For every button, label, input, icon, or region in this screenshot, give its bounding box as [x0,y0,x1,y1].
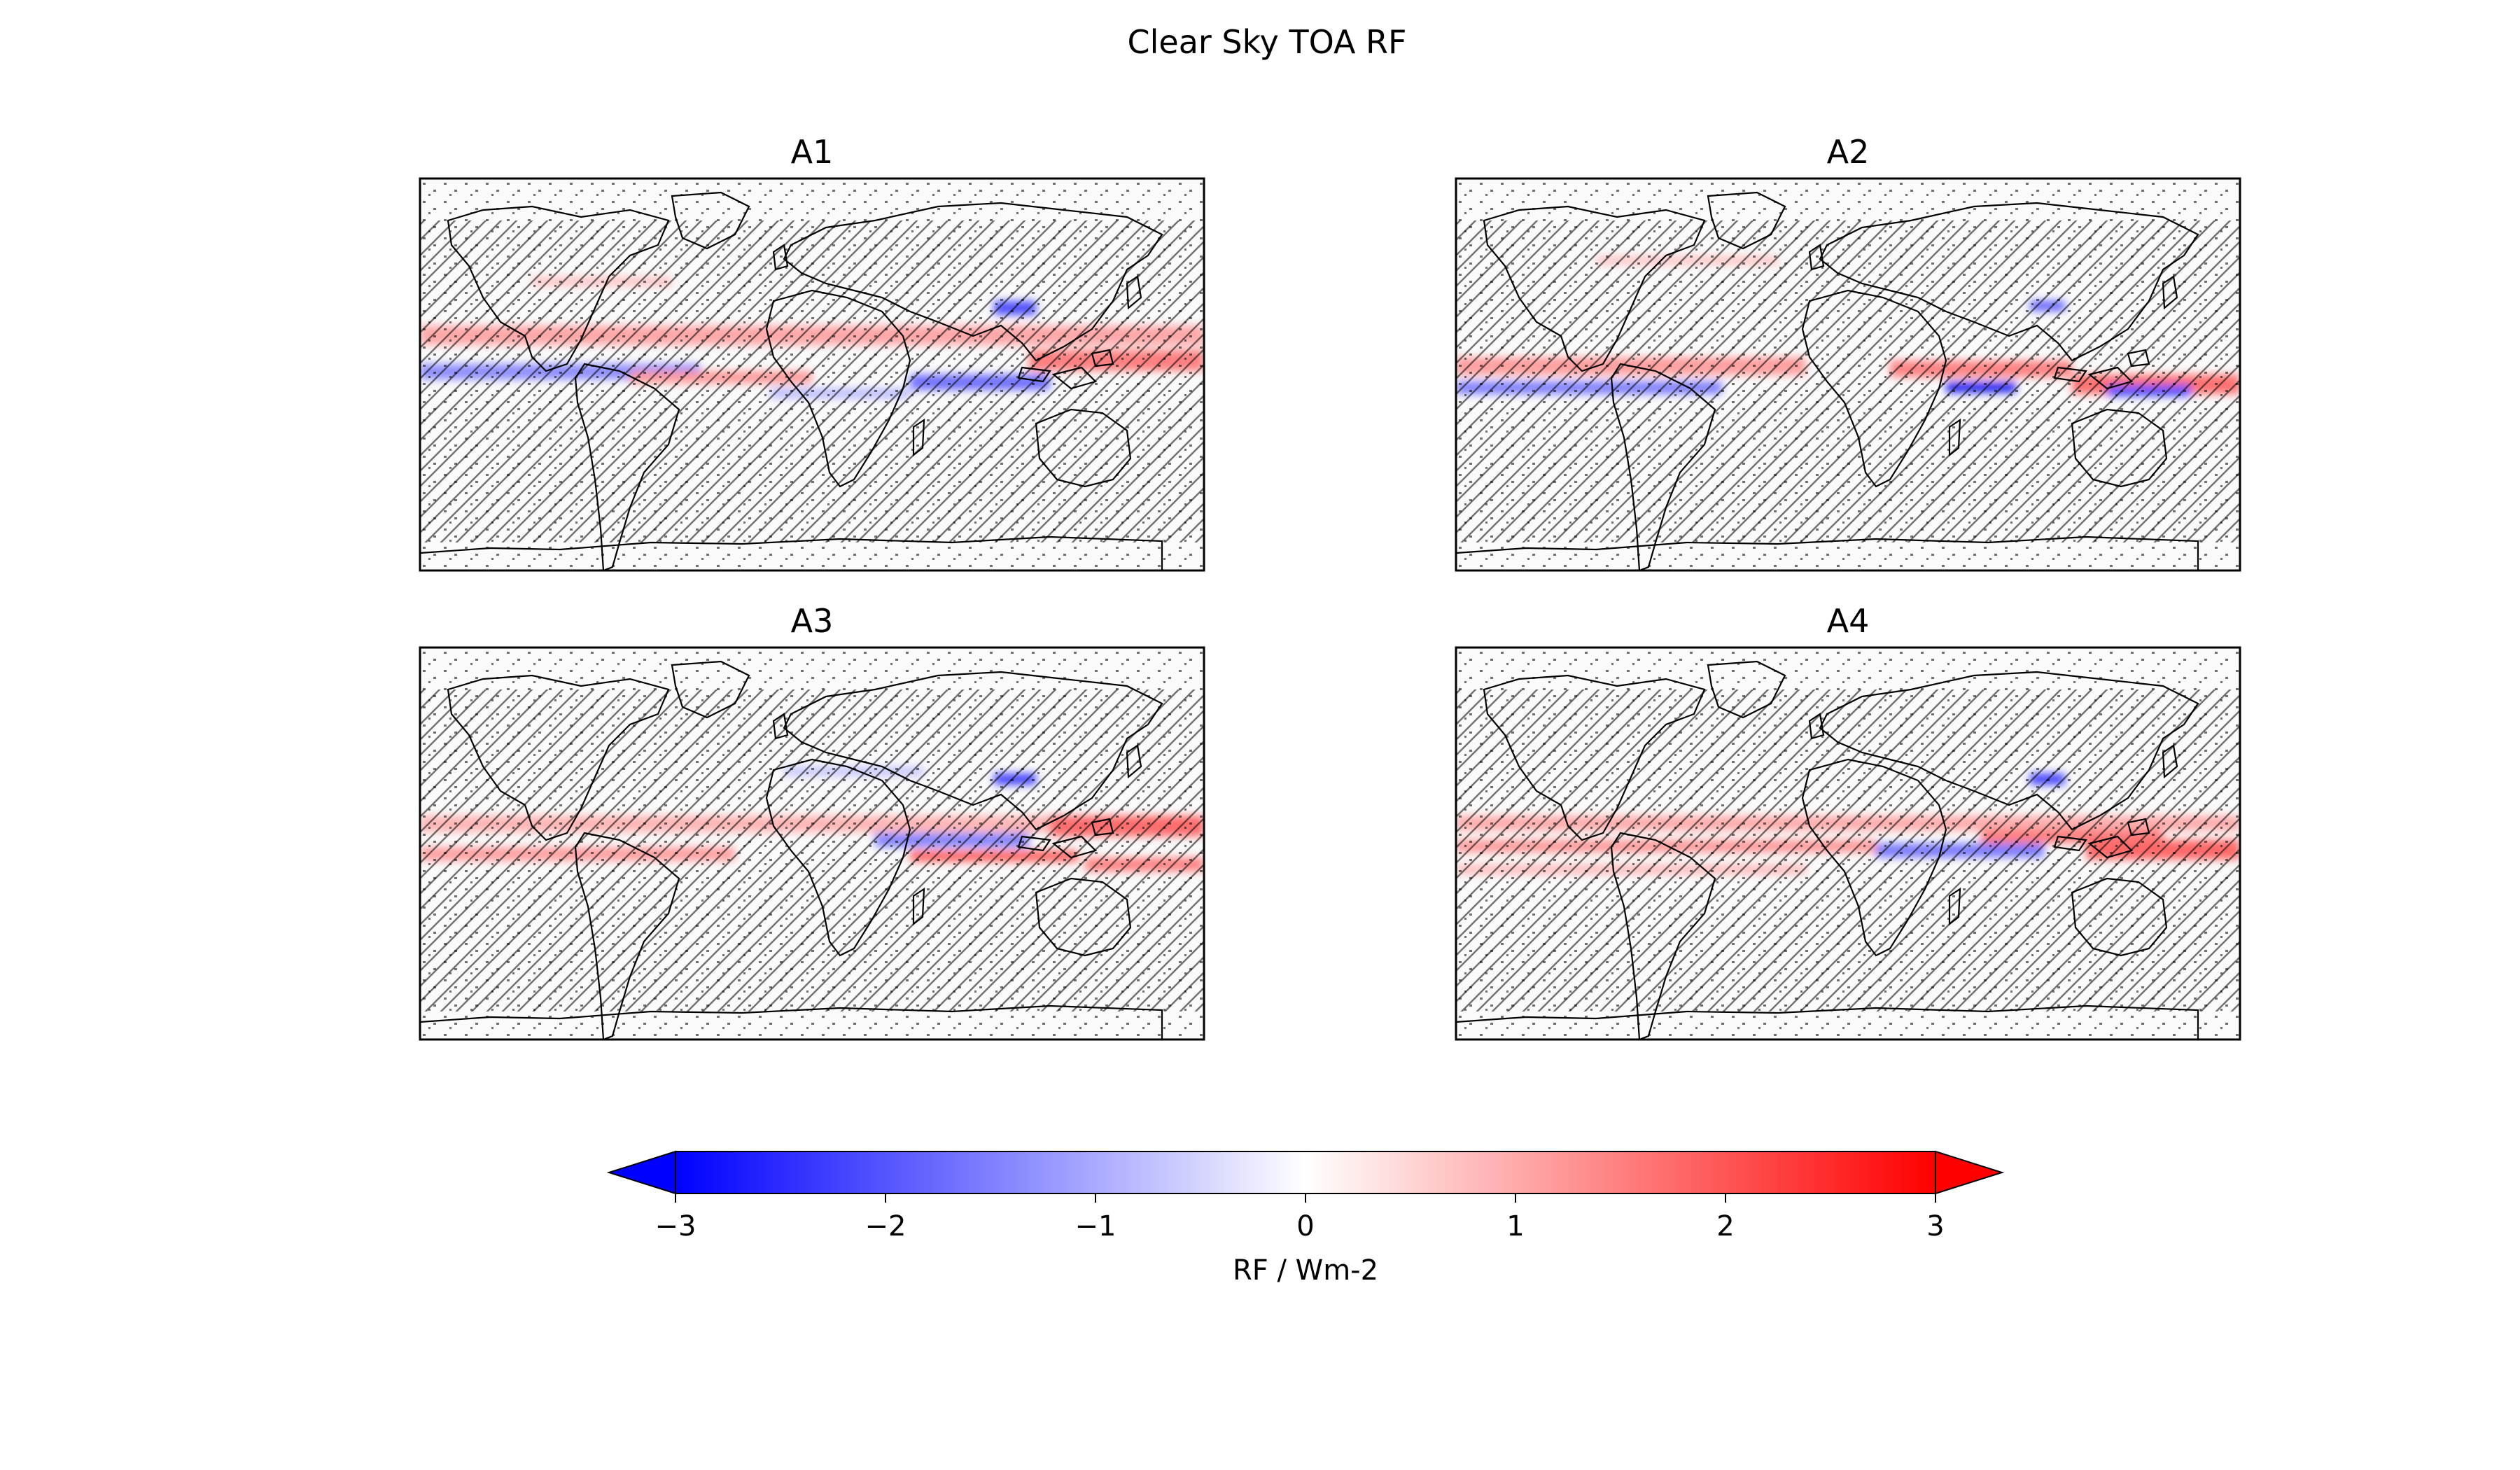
colorbar-tick-label: −3 [655,1210,696,1242]
hatch-overlay [420,220,1204,542]
colorbar-tick-label: −1 [1075,1210,1116,1242]
map-frame [419,646,1205,1041]
hatch-overlay [1456,690,2240,1011]
hatch-overlay [420,690,1204,1011]
map-panel-a4: A4 [1455,602,2241,1041]
map-frame [419,177,1205,572]
hatch-overlay [1456,220,2240,542]
colorbar-extend-high [1935,1150,2005,1195]
colorbar-extend-low [606,1150,676,1195]
colorbar-tick-label: 2 [1716,1210,1734,1242]
panel-title: A1 [791,133,834,171]
colorbar-gradient [675,1151,1936,1194]
colorbar: −3 −2 −1 0 1 2 3 RF / Wm-2 [606,1150,2005,1287]
colorbar-tick-label: −2 [865,1210,906,1242]
colorbar-tick-label: 3 [1926,1210,1944,1242]
panel-title: A4 [1827,602,1870,640]
map-frame [1455,646,2241,1041]
map-panel-a3: A3 [419,602,1205,1041]
colorbar-tick-label: 1 [1506,1210,1524,1242]
map-panel-a1: A1 [419,133,1205,572]
map-panel-a2: A2 [1455,133,2241,572]
colorbar-label: RF / Wm-2 [1233,1254,1378,1287]
figure-title: Clear Sky TOA RF [1128,23,1407,61]
map-frame [1455,177,2241,572]
panel-title: A2 [1827,133,1870,171]
colorbar-tick-label: 0 [1296,1210,1314,1242]
panel-title: A3 [791,602,834,640]
